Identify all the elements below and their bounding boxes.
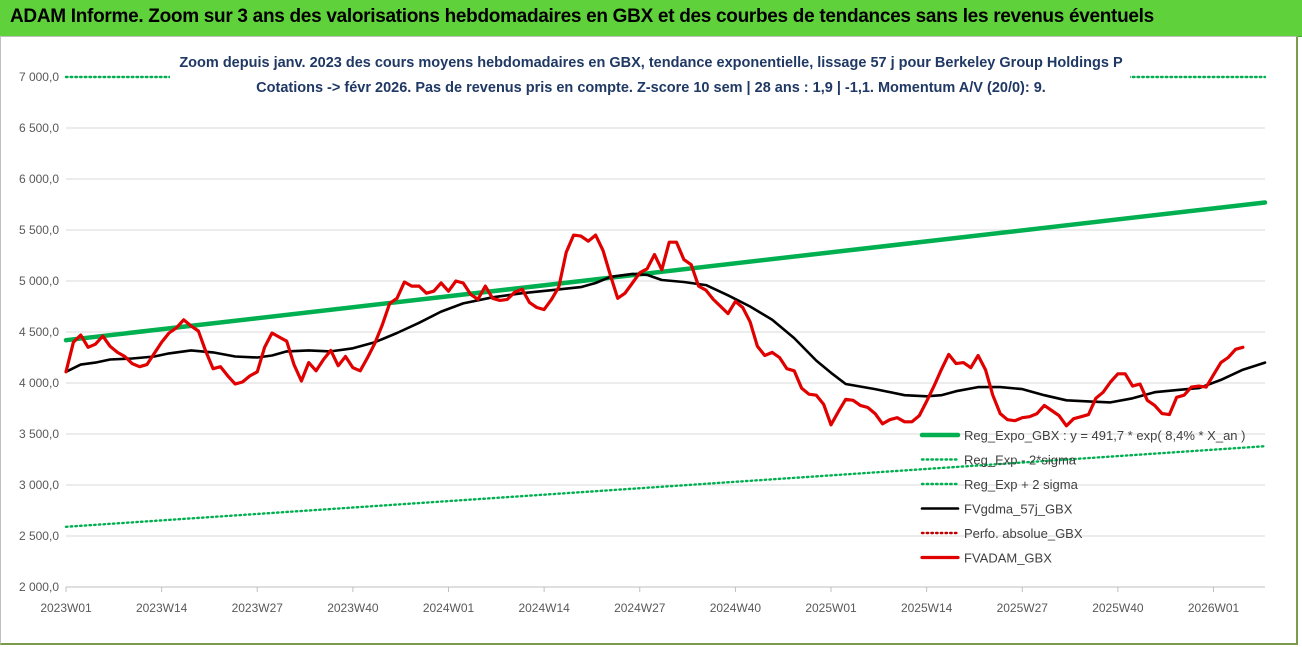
- x-tick-label: 2023W01: [40, 601, 92, 615]
- y-tick-label: 3 500,0: [19, 427, 59, 441]
- y-axis-ticks: 2 000,0 2 500,0 3 000,0 3 500,0 4 000,0 4 500…: [19, 70, 59, 594]
- y-tick-label: 5 500,0: [19, 223, 59, 237]
- y-tick-label: 7 000,0: [19, 70, 59, 84]
- y-tick-label: 5 000,0: [19, 274, 59, 288]
- series-price-line: [64, 233, 1245, 428]
- header-banner: ADAM Informe. Zoom sur 3 ans des valoris…: [0, 0, 1302, 37]
- legend-label-price: FVADAM_GBX: [964, 551, 1052, 566]
- legend-label-upper: Reg_Exp + 2 sigma: [964, 477, 1079, 492]
- y-tick-label: 3 000,0: [19, 478, 59, 492]
- x-tick-label: 2023W27: [232, 601, 284, 615]
- x-tick-label: 2024W14: [518, 601, 570, 615]
- page-title: ADAM Informe. Zoom sur 3 ans des valoris…: [10, 6, 1154, 27]
- x-tick-label: 2025W40: [1092, 601, 1144, 615]
- y-tick-label: 6 000,0: [19, 172, 59, 186]
- legend: Reg_Expo_GBX : y = 491,7 * exp( 8,4% * X…: [919, 428, 1245, 566]
- chart-frame: [0, 36, 1298, 645]
- series-smooth-line: [64, 272, 1267, 404]
- x-axis-ticks: 2023W01 2023W14 2023W27 2023W40 2024W01 2024W…: [40, 587, 1240, 615]
- y-tick-label: 6 500,0: [19, 121, 59, 135]
- series-lower-line: [64, 445, 1267, 528]
- legend-label-perf: Perfo. absolue_GBX: [964, 526, 1083, 541]
- x-tick-label: 2025W14: [901, 601, 953, 615]
- legend-label-lower: Reg_Exp - 2*sigma: [964, 453, 1077, 468]
- x-tick-label: 2025W01: [805, 601, 857, 615]
- legend-label-trend: Reg_Expo_GBX : y = 491,7 * exp( 8,4% * X…: [964, 428, 1245, 443]
- chart-title: Zoom depuis janv. 2023 des cours moyens …: [179, 55, 1123, 71]
- chart-subtitle: Cotations -> févr 2026. Pas de revenus p…: [256, 80, 1046, 96]
- series-lines: [63, 75, 1268, 528]
- y-tick-label: 2 500,0: [19, 529, 59, 543]
- y-tick-label: 2 000,0: [19, 580, 59, 594]
- x-tick-label: 2024W27: [614, 601, 666, 615]
- series-trend-line: [63, 200, 1268, 343]
- x-tick-label: 2025W27: [997, 601, 1049, 615]
- x-tick-label: 2023W14: [136, 601, 188, 615]
- x-tick-label: 2024W40: [710, 601, 762, 615]
- legend-label-smooth: FVgdma_57j_GBX: [964, 502, 1073, 517]
- x-tick-label: 2026W01: [1188, 601, 1240, 615]
- y-tick-label: 4 500,0: [19, 325, 59, 339]
- y-tick-label: 4 000,0: [19, 376, 59, 390]
- x-tick-label: 2024W01: [423, 601, 475, 615]
- title-backdrop: [170, 46, 1130, 96]
- x-tick-label: 2023W40: [327, 601, 379, 615]
- gridlines: [66, 76, 1265, 588]
